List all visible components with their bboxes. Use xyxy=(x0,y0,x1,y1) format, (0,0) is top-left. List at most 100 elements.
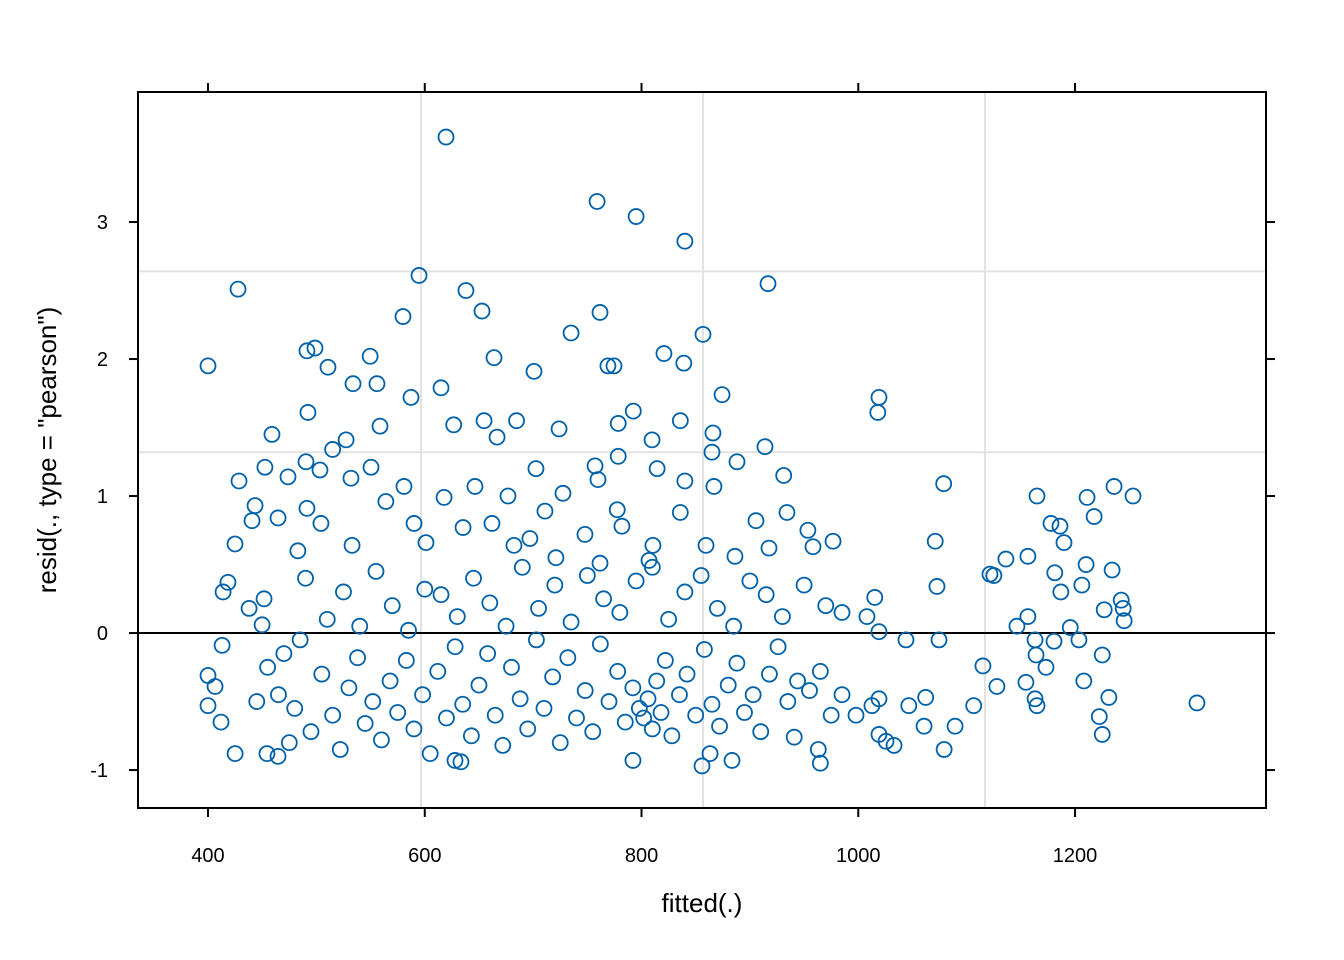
point xyxy=(928,578,946,595)
point xyxy=(600,693,618,710)
point xyxy=(344,375,362,393)
point xyxy=(1078,489,1096,506)
point xyxy=(1103,561,1121,579)
y-tick-label: 2 xyxy=(97,349,108,371)
point xyxy=(405,720,423,738)
point xyxy=(527,631,545,649)
point xyxy=(761,665,778,683)
point xyxy=(229,280,247,298)
point xyxy=(705,478,723,495)
point xyxy=(479,645,497,662)
point xyxy=(364,693,382,710)
point xyxy=(624,679,642,697)
point xyxy=(644,536,662,554)
point xyxy=(291,631,309,649)
point xyxy=(817,597,835,615)
point xyxy=(588,193,606,210)
point xyxy=(383,597,401,615)
point xyxy=(801,682,818,699)
point xyxy=(627,572,645,590)
point xyxy=(656,652,674,669)
point xyxy=(298,499,316,517)
point xyxy=(1008,617,1026,635)
point xyxy=(648,672,666,690)
point xyxy=(915,717,933,735)
point xyxy=(213,636,231,654)
point xyxy=(297,569,314,587)
point xyxy=(302,723,320,741)
point xyxy=(253,616,271,634)
point xyxy=(752,723,770,741)
point xyxy=(562,324,580,342)
point xyxy=(1027,646,1045,664)
point xyxy=(595,590,612,608)
y-tick-label: 1 xyxy=(97,486,108,508)
point xyxy=(694,325,712,343)
point xyxy=(497,617,515,635)
x-tick-label: 600 xyxy=(408,845,441,867)
point xyxy=(985,567,1003,584)
x-tick-label: 800 xyxy=(625,845,658,867)
point xyxy=(527,460,545,478)
point xyxy=(811,754,829,772)
point xyxy=(624,402,642,420)
point xyxy=(337,431,355,449)
point xyxy=(1019,547,1037,565)
point xyxy=(1114,599,1132,617)
point xyxy=(769,638,787,656)
point xyxy=(897,631,915,649)
point xyxy=(785,728,803,746)
point xyxy=(1093,726,1111,743)
point xyxy=(559,649,577,667)
point xyxy=(935,475,953,493)
point xyxy=(297,453,315,471)
point xyxy=(243,512,261,530)
point xyxy=(1188,694,1206,712)
point xyxy=(340,679,358,697)
point xyxy=(397,652,415,669)
point xyxy=(687,706,705,724)
point xyxy=(1105,478,1123,495)
point xyxy=(259,658,277,676)
point xyxy=(877,732,895,750)
x-tick-label: 400 xyxy=(191,845,224,867)
point xyxy=(789,672,806,690)
point xyxy=(1055,534,1073,552)
point xyxy=(1100,689,1118,706)
point xyxy=(869,404,887,421)
point xyxy=(324,441,342,458)
point xyxy=(429,663,447,680)
point xyxy=(299,404,317,421)
point xyxy=(546,576,564,594)
point xyxy=(609,663,627,680)
point xyxy=(547,549,565,567)
point xyxy=(367,562,385,580)
point xyxy=(1026,690,1044,708)
point xyxy=(454,695,472,713)
point xyxy=(312,515,330,532)
point xyxy=(723,752,741,769)
point xyxy=(576,682,594,699)
point xyxy=(697,536,715,554)
point xyxy=(756,438,774,456)
point xyxy=(361,347,379,365)
point xyxy=(822,706,840,724)
point xyxy=(488,428,506,446)
point xyxy=(725,617,743,635)
point xyxy=(377,493,395,510)
point xyxy=(1028,697,1046,715)
point xyxy=(535,699,553,717)
point xyxy=(371,417,389,435)
point xyxy=(454,519,472,536)
point xyxy=(1042,515,1060,532)
point xyxy=(445,416,463,434)
point xyxy=(246,497,264,515)
point xyxy=(627,208,645,225)
point xyxy=(568,709,585,727)
point xyxy=(728,654,746,672)
point xyxy=(591,304,609,321)
point xyxy=(503,658,520,676)
point xyxy=(313,665,331,683)
point xyxy=(342,469,360,487)
point xyxy=(1090,708,1108,726)
